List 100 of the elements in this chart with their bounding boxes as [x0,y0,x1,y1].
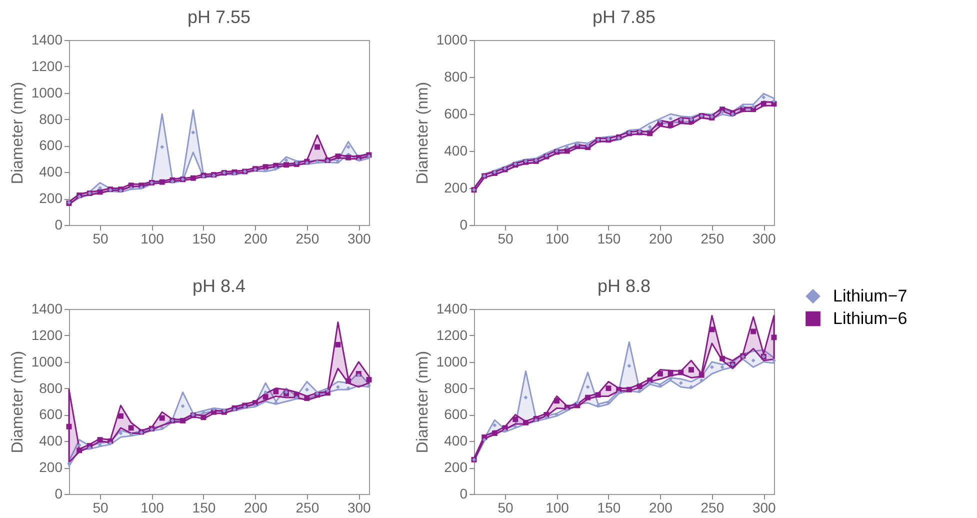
point [304,388,309,392]
x-tick-label: 250 [296,230,320,246]
y-axis-title: Diameter (nm) [9,82,26,184]
point [97,189,103,195]
chart-title: pH 8.4 [192,276,246,296]
x-tick-label: 50 [92,500,109,516]
y-tick-label: 1200 [436,326,468,343]
point [760,101,766,107]
point [191,130,196,134]
y-tick-label: 600 [444,106,468,122]
point [492,423,497,428]
x-tick-label: 200 [649,230,673,246]
y-tick-label: 1000 [31,84,63,100]
point [522,420,528,426]
point [586,143,590,148]
point [118,413,124,419]
y-tick-label: 0 [54,486,63,502]
point [575,142,580,147]
legend-label: Lithium−7 [833,286,908,306]
point [314,144,320,150]
y-tick-label: 800 [444,68,468,84]
point [502,425,508,431]
point [76,448,82,454]
y-tick-label: 800 [39,380,63,396]
point [524,396,528,400]
y-tick-label: 1200 [31,326,63,343]
chart-title: pH 8.8 [597,276,651,296]
x-tick-label: 300 [752,230,776,246]
x-tick-label: 300 [752,500,776,516]
point [636,384,642,390]
point [212,407,216,412]
y-tick-label: 400 [39,164,63,180]
x-tick-label: 150 [597,230,621,246]
x-tick-label: 100 [140,230,164,246]
point [564,148,570,154]
y-tick-label: 1000 [31,353,63,370]
x-tick-label: 250 [296,500,320,516]
point [771,334,777,340]
x-tick-label: 150 [597,500,621,516]
point [751,358,756,363]
point [709,326,715,332]
point [492,430,498,436]
x-tick-label: 100 [546,230,570,246]
y-tick-label: 600 [39,137,63,154]
point [335,154,341,160]
point [346,378,352,384]
point [554,398,560,404]
point [710,365,714,370]
point [534,418,538,422]
y-tick-label: 400 [39,432,63,449]
point [772,99,776,104]
point [698,372,704,378]
point [689,118,694,122]
y-tick-label: 800 [39,110,63,127]
point [595,392,601,398]
point [544,415,548,420]
point [648,124,652,129]
x-tick-label: 150 [192,230,216,246]
point [565,145,570,150]
point [668,371,674,376]
point [336,384,340,389]
point [720,365,724,370]
y-axis-title: Diameter (nm) [414,350,432,454]
point [346,154,352,160]
y-tick-label: 1000 [436,353,468,370]
y-tick-label: 600 [444,406,468,422]
point [720,110,724,114]
y-axis-title: Diameter (nm) [414,82,432,184]
point [720,356,726,362]
y-tick-label: 1200 [31,58,63,74]
y-tick-label: 200 [39,459,63,476]
point [66,424,72,430]
point [118,431,123,436]
x-tick-label: 50 [498,230,514,246]
x-tick-label: 200 [244,500,268,516]
point [585,394,591,400]
point [647,130,653,136]
point [200,414,206,420]
point [264,390,268,394]
x-tick-label: 100 [546,500,570,516]
point [750,328,756,334]
point [304,395,310,401]
point [668,116,673,121]
point [678,381,683,385]
point [512,416,518,422]
x-tick-label: 50 [92,230,109,246]
point [284,158,288,162]
point [273,388,279,394]
x-tick-label: 300 [347,500,372,516]
x-tick-label: 100 [140,500,164,516]
y-tick-label: 0 [460,486,468,502]
x-tick-label: 200 [649,500,673,516]
point [284,162,289,168]
point [627,364,632,368]
point [335,342,341,348]
y-tick-label: 200 [39,190,63,206]
x-tick-label: 250 [700,230,724,246]
point [658,119,662,124]
y-tick-label: 400 [444,432,468,449]
point [77,443,82,448]
